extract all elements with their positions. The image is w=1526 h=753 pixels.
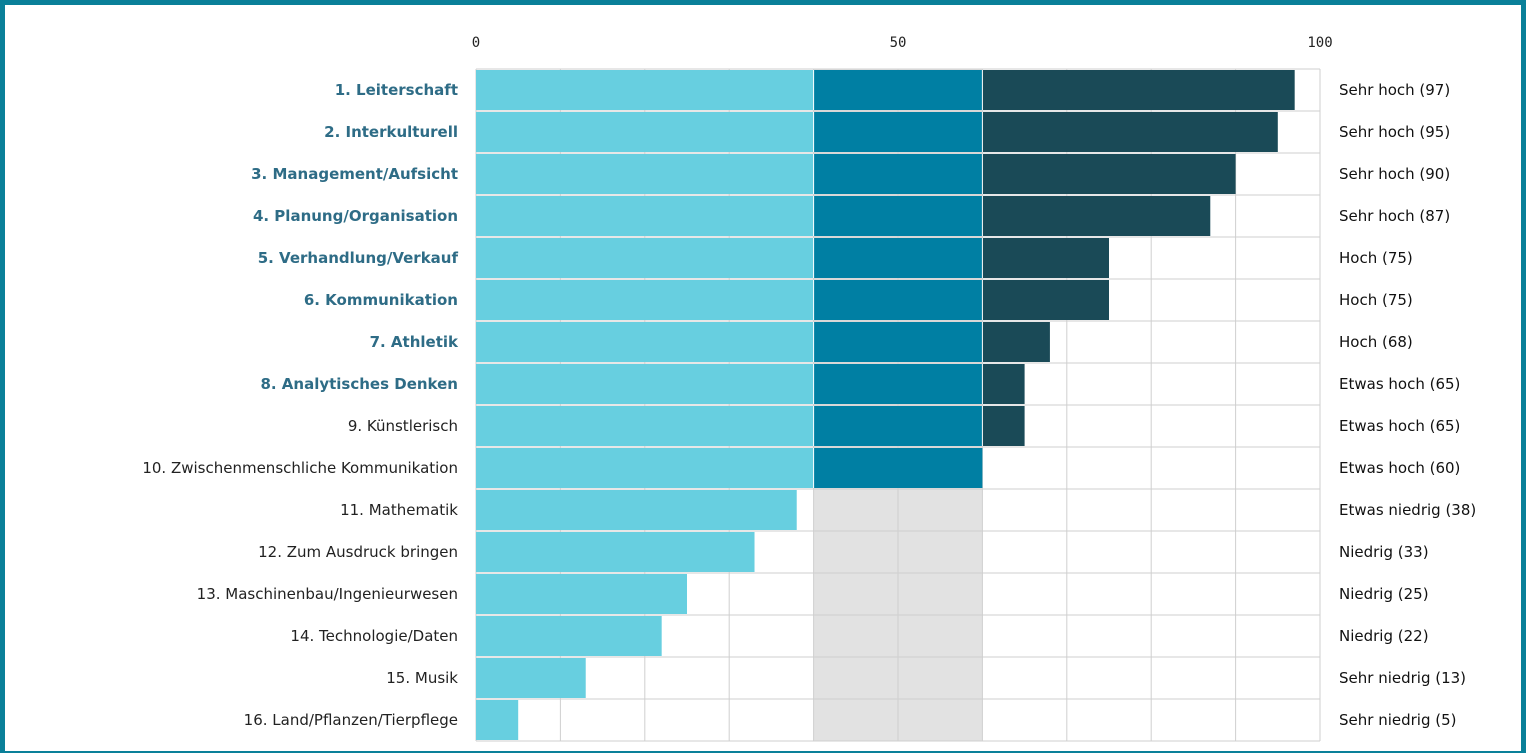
category-label: 5. Verhandlung/Verkauf <box>258 249 459 267</box>
level-label: Sehr hoch (97) <box>1339 81 1450 99</box>
level-label: Hoch (75) <box>1339 291 1413 309</box>
level-label: Sehr niedrig (13) <box>1339 669 1466 687</box>
bar-segment-mid <box>813 112 983 152</box>
bar-segment-mid <box>813 406 983 446</box>
level-label: Hoch (75) <box>1339 249 1413 267</box>
level-label: Niedrig (33) <box>1339 543 1429 561</box>
bar-segment-low <box>476 616 662 656</box>
category-label: 9. Künstlerisch <box>348 417 458 435</box>
bar-segment-low <box>476 322 814 362</box>
level-label: Niedrig (22) <box>1339 627 1429 645</box>
bar-segment-low <box>476 154 814 194</box>
bar-segment-high <box>982 112 1278 152</box>
category-label: 11. Mathematik <box>340 501 458 519</box>
level-label: Niedrig (25) <box>1339 585 1429 603</box>
level-label: Sehr hoch (90) <box>1339 165 1450 183</box>
bar-segment-high <box>982 322 1050 362</box>
bar-segment-mid <box>813 154 983 194</box>
bar-segment-high <box>982 154 1236 194</box>
level-label: Sehr hoch (95) <box>1339 123 1450 141</box>
bar-segment-high <box>982 406 1025 446</box>
bar-segment-mid <box>813 322 983 362</box>
x-tick-label: 50 <box>890 35 907 51</box>
category-label: 3. Management/Aufsicht <box>251 165 458 183</box>
bar-segment-mid <box>813 196 983 236</box>
bar-segment-low <box>476 574 687 614</box>
bar-segment-high <box>982 70 1295 110</box>
bar-segment-mid <box>813 364 983 404</box>
bar-segment-low <box>476 448 814 488</box>
bar-segment-low <box>476 364 814 404</box>
category-label: 16. Land/Pflanzen/Tierpflege <box>244 711 458 729</box>
bar-segment-low <box>476 112 814 152</box>
bar-segment-mid <box>813 70 983 110</box>
bar-segment-low <box>476 196 814 236</box>
x-tick-label: 100 <box>1307 35 1332 51</box>
category-label: 1. Leiterschaft <box>335 81 458 99</box>
category-label: 7. Athletik <box>370 333 459 351</box>
bar-segment-low <box>476 238 814 278</box>
category-label: 13. Maschinenbau/Ingenieurwesen <box>197 585 458 603</box>
bar-segment-mid <box>813 238 983 278</box>
category-label: 10. Zwischenmenschliche Kommunikation <box>142 459 458 477</box>
level-label: Sehr niedrig (5) <box>1339 711 1457 729</box>
level-label: Sehr hoch (87) <box>1339 207 1450 225</box>
bar-segment-mid <box>813 280 983 320</box>
bar-segment-low <box>476 70 814 110</box>
level-label: Etwas niedrig (38) <box>1339 501 1476 519</box>
bar-segment-high <box>982 280 1109 320</box>
x-tick-label: 0 <box>472 35 480 51</box>
category-label: 12. Zum Ausdruck bringen <box>258 543 458 561</box>
bar-segment-low <box>476 658 586 698</box>
category-label: 8. Analytisches Denken <box>260 375 458 393</box>
level-label: Etwas hoch (65) <box>1339 375 1460 393</box>
category-label: 15. Musik <box>386 669 458 687</box>
category-label: 2. Interkulturell <box>324 123 458 141</box>
category-label: 6. Kommunikation <box>304 291 458 309</box>
level-label: Etwas hoch (65) <box>1339 417 1460 435</box>
category-label: 14. Technologie/Daten <box>290 627 458 645</box>
bar-segment-low <box>476 700 519 740</box>
bar-segment-mid <box>813 448 983 488</box>
bar-segment-low <box>476 406 814 446</box>
bar-segment-high <box>982 364 1025 404</box>
level-label: Hoch (68) <box>1339 333 1413 351</box>
level-label: Etwas hoch (60) <box>1339 459 1460 477</box>
bar-segment-low <box>476 280 814 320</box>
bar-segment-low <box>476 532 755 572</box>
category-label: 4. Planung/Organisation <box>253 207 458 225</box>
bar-segment-high <box>982 238 1109 278</box>
bar-segment-low <box>476 490 797 530</box>
bar-segment-high <box>982 196 1211 236</box>
